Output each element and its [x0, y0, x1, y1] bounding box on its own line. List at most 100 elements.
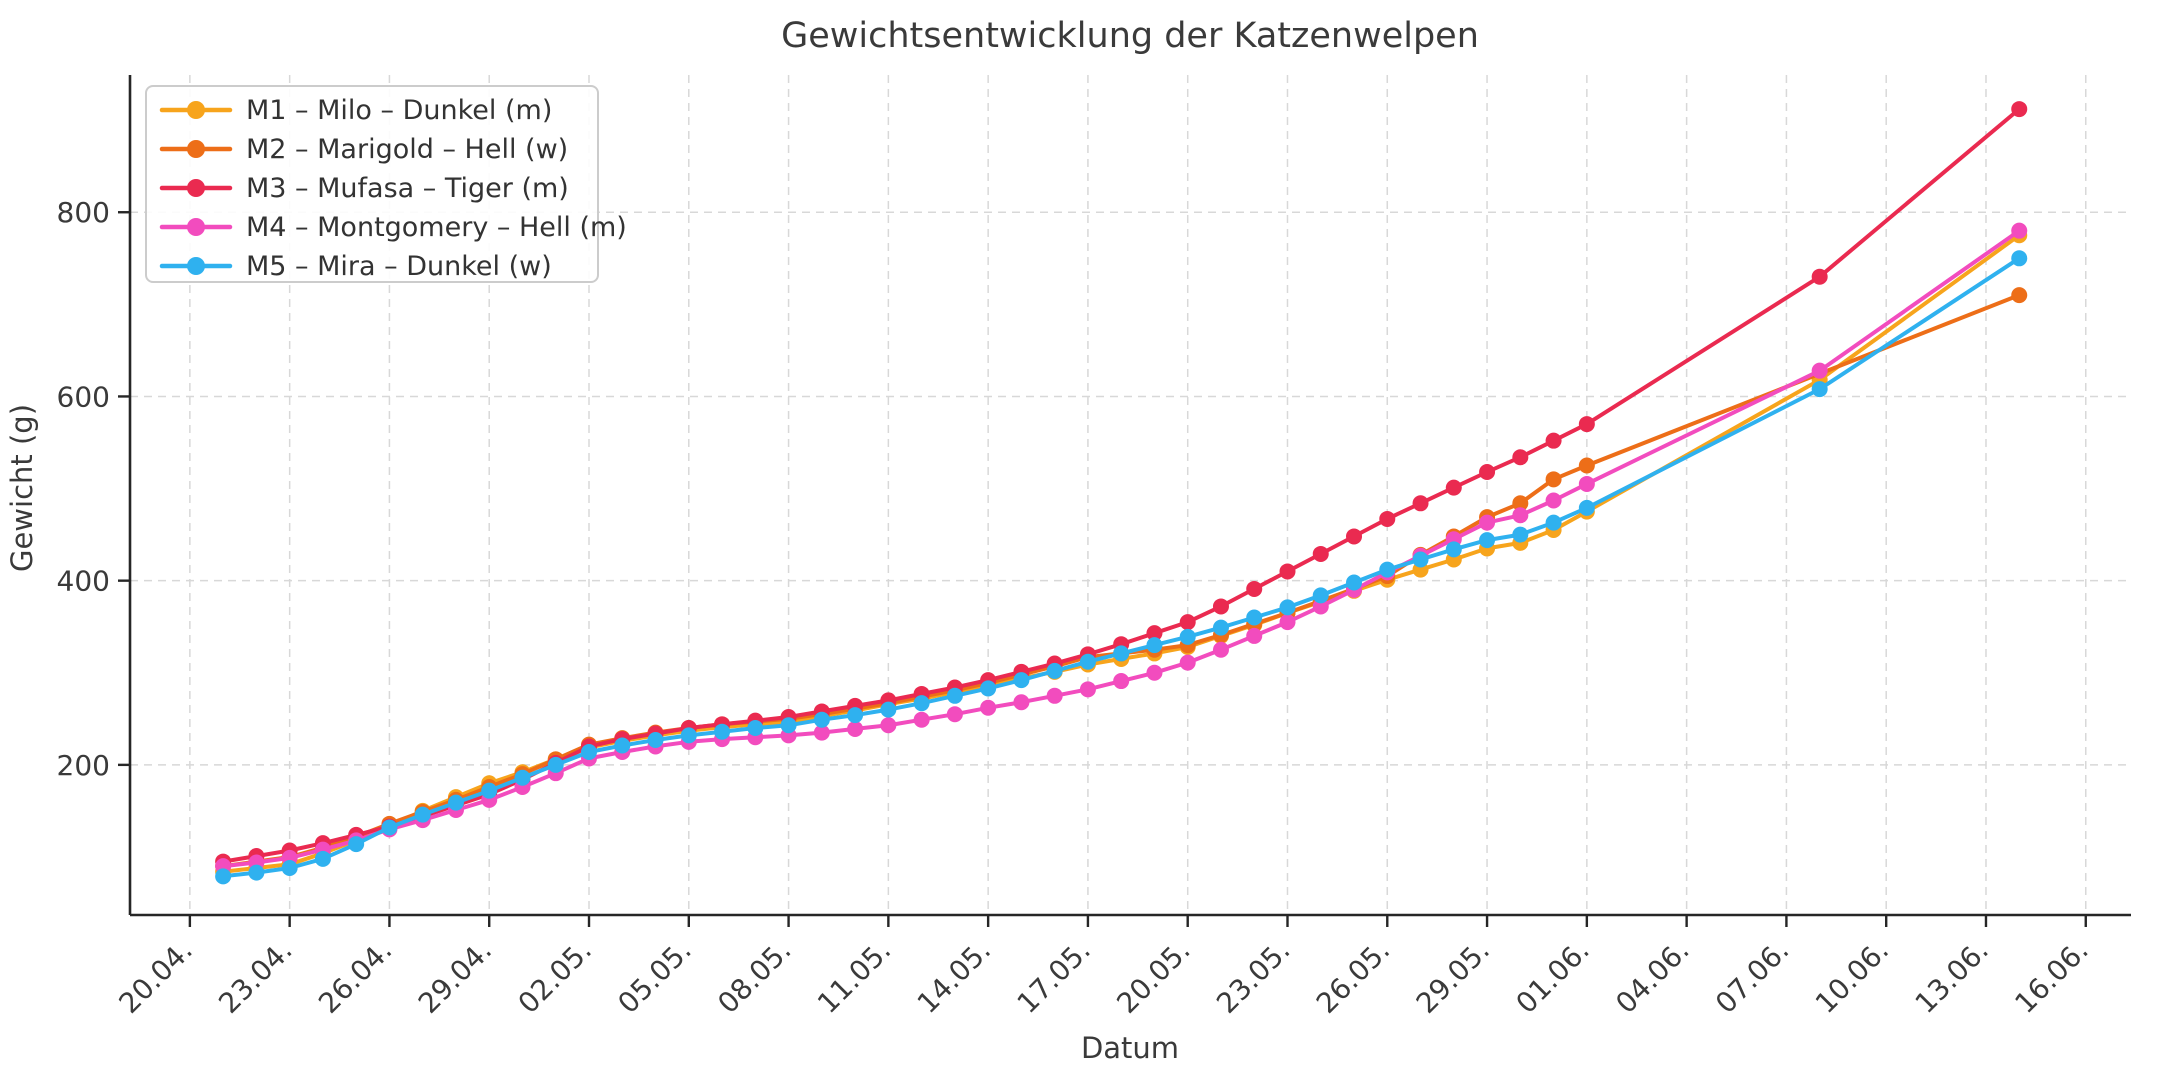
x-tick-label: 23.04.: [212, 934, 298, 1020]
legend-item: M2 – Marigold – Hell (w): [159, 134, 568, 165]
data-point: [980, 699, 997, 716]
x-tick-label: 26.04.: [312, 934, 398, 1020]
data-point: [1479, 463, 1496, 480]
data-point: [880, 717, 897, 734]
y-axis-label: Gewicht (g): [5, 404, 39, 572]
legend-marker-dot: [187, 101, 205, 119]
data-point: [1079, 653, 1096, 670]
legend-box: [145, 85, 599, 283]
data-point: [1346, 574, 1363, 591]
data-point: [714, 723, 731, 740]
data-point: [314, 850, 331, 867]
data-point: [1079, 681, 1096, 698]
data-point: [1479, 514, 1496, 531]
data-point: [1046, 662, 1063, 679]
y-tick-label: 600: [57, 380, 110, 413]
data-point: [1545, 432, 1562, 449]
data-point: [1412, 551, 1429, 568]
data-point: [1246, 580, 1263, 597]
data-point: [1046, 687, 1063, 704]
legend-item: M1 – Milo – Dunkel (m): [159, 95, 552, 126]
data-point: [1479, 532, 1496, 549]
x-tick-label: 13.06.: [1909, 934, 1995, 1020]
data-point: [1545, 492, 1562, 509]
data-point: [1146, 637, 1163, 654]
x-tick-label: 20.04.: [113, 934, 199, 1020]
legend-label: M3 – Mufasa – Tiger (m): [246, 173, 569, 204]
data-point: [414, 806, 431, 823]
series-line: [221, 228, 2022, 869]
x-tick-label: 07.06.: [1709, 934, 1795, 1020]
data-point: [2011, 101, 2028, 118]
x-tick-label: 23.05.: [1210, 934, 1296, 1020]
data-point: [1013, 672, 1030, 689]
data-point: [215, 868, 232, 885]
data-point: [680, 727, 697, 744]
data-point: [1445, 541, 1462, 558]
data-point: [1279, 614, 1296, 631]
legend-marker-dot: [187, 257, 205, 275]
y-tick-label: 400: [57, 565, 110, 598]
data-point: [514, 769, 531, 786]
data-point: [913, 695, 930, 712]
data-point: [847, 707, 864, 724]
data-point: [1013, 694, 1030, 711]
data-point: [1212, 641, 1229, 658]
data-point: [813, 711, 830, 728]
x-tick-label: 26.05.: [1310, 934, 1396, 1020]
data-point: [248, 864, 265, 881]
y-tick-label: 800: [57, 196, 110, 229]
x-tick-label: 10.06.: [1809, 934, 1895, 1020]
data-point: [581, 743, 598, 760]
x-tick-label: 08.05.: [711, 934, 797, 1020]
data-point: [1312, 598, 1329, 615]
data-point: [1212, 598, 1229, 615]
data-point: [1113, 673, 1130, 690]
legend-label: M2 – Marigold – Hell (w): [246, 134, 568, 165]
data-point: [813, 724, 830, 741]
legend-item: M4 – Montgomery – Hell (m): [159, 212, 627, 243]
x-tick-label: 02.05.: [512, 934, 598, 1020]
data-point: [2011, 287, 2028, 304]
data-point: [946, 687, 963, 704]
data-point: [1179, 614, 1196, 631]
data-point: [1146, 625, 1163, 642]
data-point: [946, 706, 963, 723]
grid: [130, 75, 2131, 915]
data-point: [1412, 495, 1429, 512]
data-point: [1146, 664, 1163, 681]
legend-item: M5 – Mira – Dunkel (w): [159, 251, 552, 282]
data-point: [1379, 561, 1396, 578]
data-point: [447, 794, 464, 811]
legend-item: M3 – Mufasa – Tiger (m): [159, 173, 569, 204]
data-point: [481, 782, 498, 799]
data-point: [1578, 416, 1595, 433]
data-point: [1179, 628, 1196, 645]
data-point: [1512, 495, 1529, 512]
data-point: [780, 717, 797, 734]
x-tick-label: 20.05.: [1110, 934, 1196, 1020]
data-point: [1312, 587, 1329, 604]
data-point: [547, 756, 564, 773]
x-tick-label: 29.05.: [1410, 934, 1496, 1020]
data-point: [880, 701, 897, 718]
data-point: [1811, 268, 1828, 285]
data-point: [1279, 563, 1296, 580]
data-point: [747, 720, 764, 737]
legend-label: M4 – Montgomery – Hell (m): [246, 212, 627, 243]
x-tick-label: 16.06.: [2008, 934, 2094, 1020]
chart-title: Gewichtsentwicklung der Katzenwelpen: [781, 16, 1479, 56]
data-point: [1113, 645, 1130, 662]
data-point: [1512, 507, 1529, 524]
x-tick-label: 11.05.: [811, 934, 897, 1020]
data-point: [2011, 250, 2028, 267]
data-point: [847, 720, 864, 737]
data-point: [2011, 222, 2028, 239]
data-point: [1212, 619, 1229, 636]
data-point: [980, 680, 997, 697]
legend-marker-dot: [187, 218, 205, 236]
data-point: [1512, 526, 1529, 543]
data-point: [1578, 475, 1595, 492]
data-point: [1578, 499, 1595, 516]
data-point: [348, 836, 365, 853]
